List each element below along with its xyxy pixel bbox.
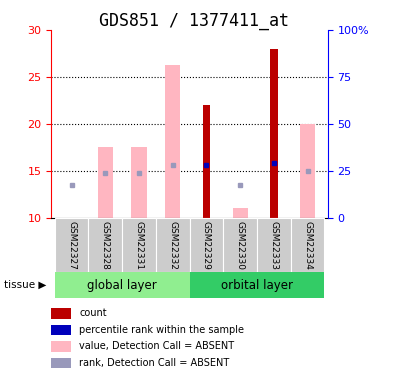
Bar [132, 147, 147, 218]
Text: rank, Detection Call = ABSENT: rank, Detection Call = ABSENT [79, 358, 229, 368]
Text: GSM22329: GSM22329 [202, 221, 211, 270]
Text: GSM22330: GSM22330 [236, 221, 245, 270]
Bar [55, 272, 190, 298]
Bar [300, 124, 315, 218]
Bar [98, 147, 113, 218]
Text: GSM22327: GSM22327 [67, 221, 76, 270]
Text: orbital layer: orbital layer [221, 279, 293, 291]
Bar [233, 208, 248, 218]
Bar [51, 341, 71, 352]
Bar [55, 217, 88, 272]
Text: tissue ▶: tissue ▶ [4, 280, 46, 290]
Bar [291, 217, 324, 272]
Bar [190, 217, 223, 272]
Text: global layer: global layer [87, 279, 157, 291]
Text: GSM22333: GSM22333 [269, 221, 278, 270]
Text: GSM22331: GSM22331 [135, 221, 143, 270]
Text: GSM22332: GSM22332 [168, 221, 177, 270]
Bar [223, 217, 257, 272]
Bar [122, 217, 156, 272]
Text: value, Detection Call = ABSENT: value, Detection Call = ABSENT [79, 342, 234, 351]
Text: GDS851 / 1377411_at: GDS851 / 1377411_at [98, 12, 289, 30]
Bar [257, 217, 291, 272]
Text: GSM22334: GSM22334 [303, 221, 312, 270]
Bar [51, 308, 71, 319]
Bar [51, 358, 71, 368]
Text: percentile rank within the sample: percentile rank within the sample [79, 325, 244, 335]
Bar [203, 105, 210, 218]
Text: count: count [79, 309, 107, 318]
Bar [270, 49, 278, 217]
Bar [190, 272, 324, 298]
Bar [88, 217, 122, 272]
Bar [165, 64, 181, 218]
Bar [51, 325, 71, 335]
Bar [156, 217, 190, 272]
Text: GSM22328: GSM22328 [101, 221, 110, 270]
